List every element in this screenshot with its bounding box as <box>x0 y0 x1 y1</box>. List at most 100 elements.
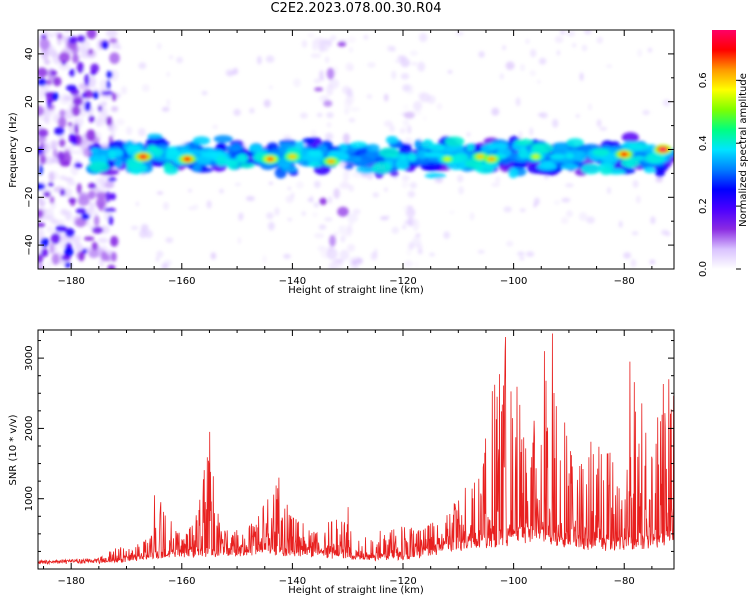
spectrogram-cell <box>146 133 163 139</box>
spectrogram-cell <box>539 112 548 119</box>
spectrogram-cell <box>402 205 408 212</box>
spectrogram-cell <box>659 147 667 152</box>
spectrogram-cell <box>447 70 453 74</box>
spectrogram-cell <box>644 152 665 164</box>
spectrogram-cell <box>443 231 450 239</box>
spectrogram-cell <box>38 209 44 218</box>
spectrogram-cell <box>88 250 99 259</box>
spectrogram-cell <box>314 233 325 239</box>
snr-y-tick-label: 2000 <box>24 416 35 441</box>
spectrogram-cell <box>65 84 77 92</box>
spectrogram-cell <box>632 180 639 188</box>
spectrogram-cell <box>530 48 537 58</box>
spectrogram-cell <box>43 109 52 120</box>
spectrogram-cell <box>566 30 576 37</box>
spectrogram-cell <box>163 161 173 171</box>
snr-y-ticks: 1000 2000 3000 <box>24 340 674 570</box>
spectrogram-cell <box>88 115 95 123</box>
spectrogram-cell <box>621 132 639 143</box>
spectrogram-cell <box>565 152 574 159</box>
spectrogram-cell <box>144 229 153 239</box>
spectrogram-cell <box>237 237 241 245</box>
spectrogram-cell <box>327 159 335 164</box>
spectrogram-cell <box>518 130 523 140</box>
spectrogram-cell <box>596 119 602 127</box>
spectrogram-cell <box>581 163 601 175</box>
spectrogram-cell <box>40 237 50 248</box>
spectrogram-cell <box>47 99 52 109</box>
spectrogram-cell <box>401 175 410 182</box>
spectrogram-cell <box>110 251 117 262</box>
spectrogram-cell <box>344 107 349 115</box>
spectrogram-cell <box>347 213 358 223</box>
spectrogram-cell <box>312 212 318 218</box>
spectrogram-cell <box>177 144 191 150</box>
snr-x-tick-label: −120 <box>389 576 416 587</box>
spectrogram-cell <box>38 183 46 191</box>
spectrogram-cell <box>90 147 99 154</box>
spectrogram-cell <box>316 112 323 118</box>
spectrogram-cell <box>106 70 113 79</box>
spectrogram-cell <box>466 143 475 152</box>
spectrogram-cell <box>266 156 274 162</box>
spectrogram-cell <box>109 52 120 64</box>
spectrogram-cell <box>239 163 255 169</box>
spectrogram-cell <box>96 119 100 128</box>
spectrogram-cell <box>502 45 506 50</box>
spectrogram-cell <box>596 36 603 44</box>
spectrogram-cell <box>495 176 501 183</box>
figure-title: C2E2.2023.078.00.30.R04 <box>270 1 442 16</box>
spectrogram-cell <box>106 116 113 126</box>
spectrogram-cell <box>650 216 656 225</box>
spectrogram-cell <box>372 192 379 198</box>
spectrogram-cell <box>537 163 558 171</box>
spectrogram-cell <box>642 109 650 116</box>
spectrogram-cell <box>551 144 569 156</box>
spectrogram-cell <box>274 207 280 216</box>
spectrogram-cell <box>39 38 50 51</box>
spectrogram-y-tick-label: 20 <box>24 95 35 108</box>
snr-x-tick-label: −140 <box>279 576 306 587</box>
spectrogram-cell <box>281 166 298 173</box>
spectrogram-cell <box>83 236 95 241</box>
spectrogram-cell <box>38 196 44 204</box>
spectrogram-cell <box>534 142 554 154</box>
spectrogram-cell <box>77 35 86 43</box>
spectrogram-cell <box>421 139 434 150</box>
spectrogram-cell <box>108 215 114 226</box>
spectrogram-cell <box>166 98 170 107</box>
spectrogram-cell <box>63 246 74 257</box>
spectrogram-cell <box>38 78 47 87</box>
spectrogram-cell <box>400 58 411 68</box>
spectrogram-x-tick-label: −140 <box>279 276 306 287</box>
spectrogram-x-axis-label: Height of straight line (km) <box>288 285 424 296</box>
spectrogram-cell <box>101 90 114 96</box>
spectrogram-cell <box>139 154 147 159</box>
spectrogram-cell <box>532 154 540 159</box>
spectrogram-cell <box>327 39 333 47</box>
spectrogram-cell <box>345 62 354 72</box>
spectrogram-cell <box>444 136 465 147</box>
colorbar-label: Normalized spectral amplitude <box>738 73 749 227</box>
spectrogram-cell <box>579 72 584 81</box>
spectrogram-y-tick-label: −20 <box>24 187 35 208</box>
spectrogram-cell <box>414 139 423 149</box>
colorbar-tick-label: 0.0 <box>698 261 709 277</box>
spectrogram-cell <box>265 55 275 63</box>
spectrogram-cell <box>647 47 653 53</box>
spectrogram-cell <box>72 53 79 64</box>
spectrogram-cell <box>543 175 549 180</box>
spectrogram-cell <box>62 95 74 101</box>
spectrogram-cell <box>550 154 566 160</box>
spectrogram-cell <box>97 113 108 123</box>
spectrogram-cell <box>389 124 395 133</box>
spectrogram-cell <box>176 56 184 64</box>
spectrogram-cell <box>300 112 308 119</box>
spectrogram-cell <box>515 138 534 146</box>
spectrogram-cell <box>46 79 52 86</box>
spectrogram-y-axis-label: Frequency (Hz) <box>8 112 19 188</box>
spectrogram-cell <box>165 149 181 161</box>
spectrogram-cell <box>404 260 413 268</box>
spectrogram-cell <box>232 67 239 75</box>
